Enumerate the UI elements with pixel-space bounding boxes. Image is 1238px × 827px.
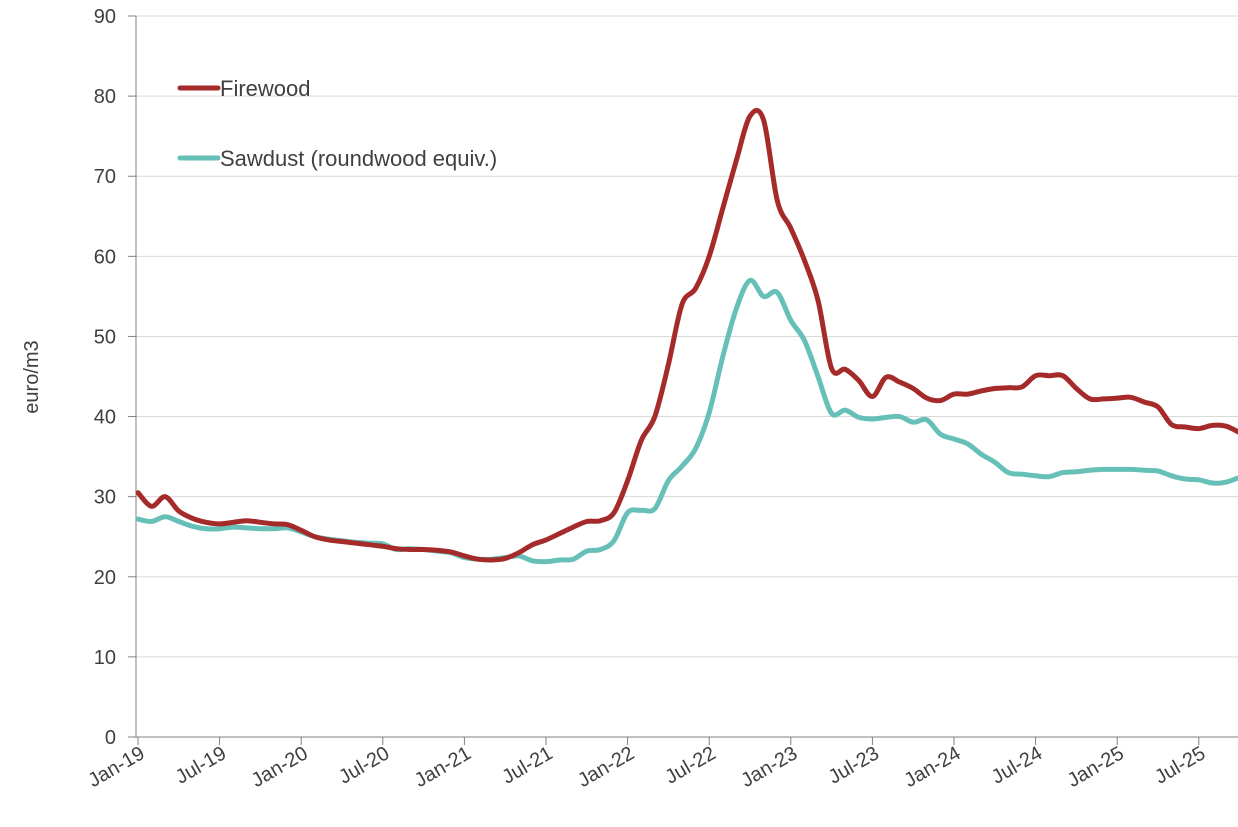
series-line-firewood bbox=[135, 107, 1238, 563]
axes bbox=[128, 15, 1238, 745]
y-tick-label: 20 bbox=[94, 567, 116, 589]
y-tick-label: 80 bbox=[94, 86, 116, 108]
x-tick-label: Jan-21 bbox=[411, 742, 475, 792]
y-tick-label: 40 bbox=[94, 407, 116, 429]
x-tick-label: Jul-24 bbox=[988, 742, 1046, 788]
y-tick-label: 50 bbox=[94, 326, 116, 348]
y-tick-label: 10 bbox=[94, 647, 116, 669]
gridlines bbox=[136, 15, 1238, 658]
x-tick-label: Jan-20 bbox=[248, 742, 312, 792]
x-tick-label: Jul-25 bbox=[1151, 742, 1209, 788]
legend: Firewood Sawdust (roundwood equiv.) bbox=[177, 76, 497, 171]
x-tick-label: Jan-22 bbox=[574, 742, 638, 792]
legend-label-sawdust-roundwood-equiv: Sawdust (roundwood equiv.) bbox=[220, 146, 497, 171]
x-tick-label: Jan-19 bbox=[85, 742, 149, 792]
x-tick-label: Jan-24 bbox=[901, 742, 965, 792]
y-tick-label: 0 bbox=[105, 727, 116, 749]
series-line-sawdust-roundwood-equiv bbox=[135, 277, 1238, 565]
x-tick-label: Jul-19 bbox=[172, 742, 230, 788]
y-tick-labels: 0 10 20 30 40 50 60 70 80 90 bbox=[94, 6, 116, 749]
legend-label-firewood: Firewood bbox=[220, 76, 310, 101]
y-tick-label: 90 bbox=[94, 6, 116, 28]
x-tick-labels: Jan-19 Jul-19 Jan-20 Jul-20 Jan-21 Jul-21 Jan-… bbox=[85, 742, 1210, 792]
x-tick-label: Jul-22 bbox=[662, 742, 720, 788]
x-tick-label: Jul-23 bbox=[825, 742, 883, 788]
x-tick-label: Jan-25 bbox=[1064, 742, 1128, 792]
y-tick-label: 70 bbox=[94, 166, 116, 188]
series-lines bbox=[135, 107, 1238, 565]
x-tick-label: Jan-23 bbox=[737, 742, 801, 792]
y-tick-label: 30 bbox=[94, 487, 116, 509]
y-tick-label: 60 bbox=[94, 246, 116, 268]
y-axis-title: euro/m3 bbox=[21, 340, 43, 413]
x-tick-label: Jul-20 bbox=[335, 742, 393, 788]
x-tick-label: Jul-21 bbox=[498, 742, 556, 788]
